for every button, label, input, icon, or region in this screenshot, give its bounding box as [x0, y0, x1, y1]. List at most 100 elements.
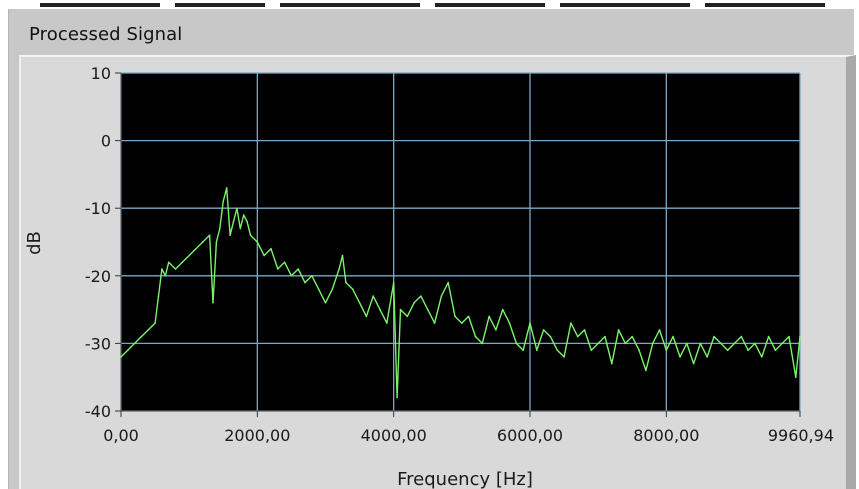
data-point [202, 241, 204, 243]
y-tick-label: -10 [85, 199, 111, 218]
data-point [679, 356, 681, 358]
data-point [774, 349, 777, 352]
data-point [413, 302, 415, 304]
data-point [692, 362, 695, 365]
data-point [379, 308, 381, 311]
data-point [570, 322, 572, 324]
data-point [420, 295, 422, 297]
data-point [576, 335, 579, 338]
data-point [720, 342, 722, 345]
x-tick-label: 0,00 [103, 426, 139, 445]
data-point [188, 254, 190, 257]
data-point [788, 335, 790, 338]
y-tick-label: -30 [85, 334, 111, 353]
data-point [212, 302, 214, 304]
data-point [147, 329, 150, 331]
data-point [706, 356, 708, 358]
data-point [396, 396, 398, 399]
data-point [392, 281, 395, 284]
data-point [161, 268, 163, 270]
data-point [461, 322, 463, 324]
data-point [563, 356, 565, 358]
data-point [488, 315, 490, 318]
data-point [399, 308, 402, 311]
data-point [120, 356, 122, 358]
data-point [767, 335, 770, 338]
data-point [747, 349, 749, 352]
plot-area [121, 73, 800, 411]
data-point [215, 241, 218, 243]
data-point [246, 220, 248, 223]
data-point [761, 356, 763, 358]
panel-title: Processed Signal [29, 24, 183, 45]
data-point [631, 335, 633, 338]
data-point [726, 349, 729, 352]
data-point [140, 335, 143, 338]
data-point [799, 335, 801, 338]
data-point [311, 275, 313, 277]
data-point [174, 268, 177, 270]
y-axis: 10 0 -10 -20 -30 -40 [85, 64, 122, 421]
data-point [365, 315, 368, 318]
data-point [406, 315, 409, 318]
clipped-text-strip [0, 0, 859, 9]
data-point [154, 322, 156, 324]
data-point [304, 281, 306, 284]
data-point [324, 302, 327, 304]
x-axis: 0,00 2000,00 4000,00 6000,00 8000,00 9960,94 [103, 410, 834, 445]
data-point [754, 342, 756, 345]
data-point [345, 281, 347, 284]
data-point [358, 302, 361, 304]
data-point [222, 200, 224, 203]
data-point [433, 322, 436, 324]
data-point [549, 335, 552, 338]
data-point [386, 322, 388, 324]
data-point [283, 261, 286, 264]
data-point [481, 342, 484, 345]
data-point [208, 234, 211, 236]
data-point [522, 349, 524, 352]
data-point [740, 335, 743, 338]
data-point [583, 329, 586, 331]
data-point [195, 248, 197, 250]
data-point [651, 342, 654, 345]
data-point [529, 322, 531, 324]
x-tick-label: 9960,94 [768, 426, 834, 445]
data-point [590, 349, 593, 352]
data-point [781, 342, 783, 345]
data-point [597, 342, 599, 345]
data-point [181, 261, 184, 264]
data-point [229, 234, 231, 236]
data-point [167, 261, 170, 264]
data-point [658, 329, 661, 331]
data-point [495, 329, 497, 331]
data-point [127, 349, 129, 352]
data-point [733, 342, 736, 345]
data-point [542, 329, 545, 331]
data-point [236, 207, 238, 209]
data-point [225, 187, 228, 189]
data-point [290, 275, 293, 277]
series-layer [120, 187, 801, 399]
data-point [440, 295, 443, 297]
y-axis-title: dB [24, 231, 45, 255]
y-tick-label: -20 [85, 267, 111, 286]
y-tick-label: -40 [85, 402, 111, 421]
data-point [219, 227, 221, 230]
data-point [699, 342, 702, 345]
data-point [331, 288, 334, 291]
data-point [536, 349, 538, 352]
y-tick-label: 10 [91, 64, 111, 83]
data-point [426, 308, 429, 311]
data-point [263, 254, 265, 257]
data-point [508, 322, 511, 324]
x-tick-label: 4000,00 [361, 426, 427, 445]
data-point [239, 227, 242, 230]
data-point [604, 335, 606, 338]
data-point [556, 349, 559, 352]
data-point [447, 281, 450, 284]
data-point [164, 275, 167, 277]
data-point [372, 295, 375, 297]
